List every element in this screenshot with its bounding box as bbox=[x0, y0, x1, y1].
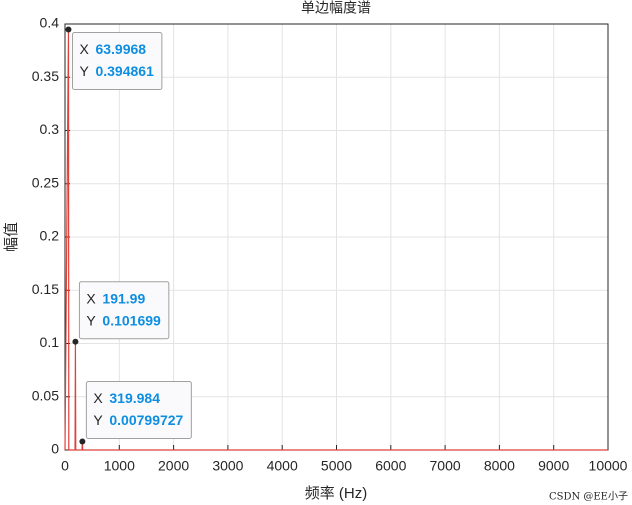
datatip-y-value: 0.00799727 bbox=[109, 412, 183, 428]
datatip-marker bbox=[65, 26, 72, 33]
x-tick-label: 1000 bbox=[104, 458, 135, 474]
datatip-box bbox=[85, 380, 192, 439]
datatip-x-value: 319.984 bbox=[109, 390, 160, 406]
datatip: X 319.984 Y 0.00799727 bbox=[85, 380, 192, 439]
chart-title: 单边幅度谱 bbox=[301, 0, 371, 16]
x-tick-label: 4000 bbox=[267, 458, 298, 474]
x-tick-label: 10000 bbox=[589, 458, 628, 474]
datatip-x-value: 63.9968 bbox=[95, 41, 146, 57]
y-tick-label: 0.1 bbox=[40, 334, 60, 350]
datatip-marker bbox=[72, 338, 79, 345]
datatip-y-value: 0.101699 bbox=[102, 312, 161, 328]
x-tick-label: 3000 bbox=[212, 458, 243, 474]
datatip-y-value: 0.394861 bbox=[95, 63, 154, 79]
x-tick-label: 8000 bbox=[484, 458, 515, 474]
y-tick-label: 0.15 bbox=[32, 281, 59, 297]
x-tick-label: 0 bbox=[61, 458, 69, 474]
x-tick-label: 7000 bbox=[430, 458, 461, 474]
datatip-box bbox=[71, 31, 163, 90]
y-tick-label: 0.35 bbox=[32, 68, 59, 84]
x-tick-label: 2000 bbox=[158, 458, 189, 474]
x-axis-label: 频率 (Hz) bbox=[305, 485, 368, 502]
y-tick-label: 0.3 bbox=[40, 121, 60, 137]
datatip: X 63.9968 Y 0.394861 bbox=[71, 31, 163, 90]
datatip-y-key: Y bbox=[93, 412, 103, 428]
datatip-y-key: Y bbox=[86, 312, 96, 328]
y-tick-label: 0.05 bbox=[32, 387, 59, 403]
y-tick-label: 0.25 bbox=[32, 174, 59, 190]
y-tick-label: 0 bbox=[51, 441, 59, 457]
datatip-x-key: X bbox=[93, 390, 103, 406]
datatip: X 191.99 Y 0.101699 bbox=[78, 281, 170, 340]
datatip-marker bbox=[79, 438, 86, 445]
datatip-y-key: Y bbox=[79, 63, 89, 79]
datatip-box bbox=[78, 281, 170, 340]
y-tick-label: 0.2 bbox=[40, 228, 60, 244]
datatip-x-key: X bbox=[79, 41, 89, 57]
y-tick-label: 0.4 bbox=[40, 15, 60, 31]
x-tick-label: 5000 bbox=[321, 458, 352, 474]
datatip-x-key: X bbox=[86, 290, 96, 306]
x-tick-label: 9000 bbox=[538, 458, 569, 474]
watermark: CSDN @EE小子 bbox=[549, 491, 628, 503]
datatip-x-value: 191.99 bbox=[102, 290, 145, 306]
x-tick-label: 6000 bbox=[375, 458, 406, 474]
line bbox=[64, 29, 608, 451]
y-axis-label: 幅值 bbox=[3, 222, 20, 252]
